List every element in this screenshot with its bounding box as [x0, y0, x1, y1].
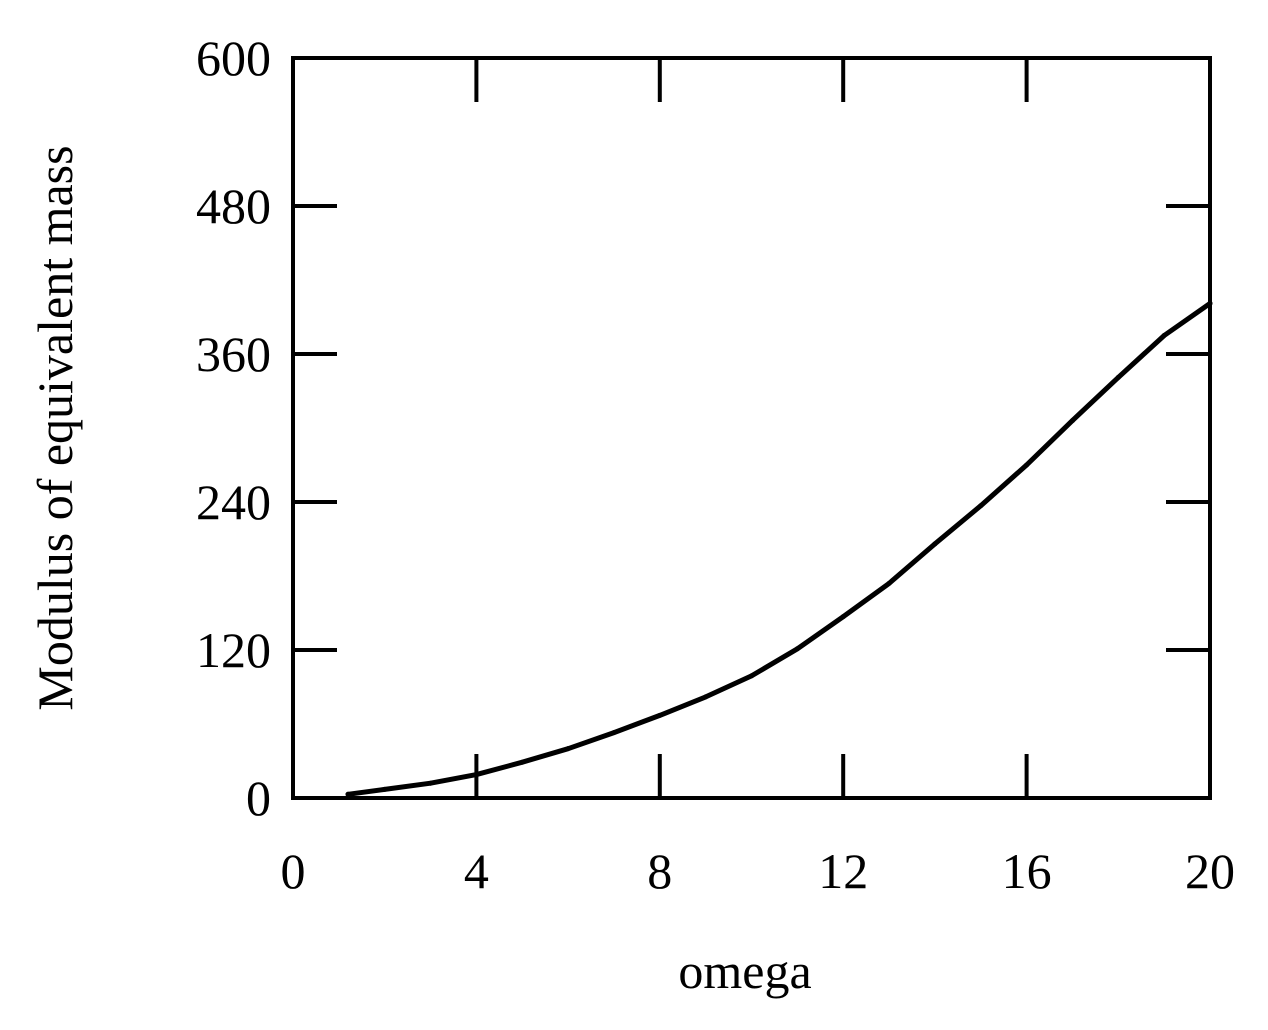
data-point — [345, 791, 351, 797]
y-tick-label: 480 — [196, 178, 271, 234]
y-ticks — [293, 204, 1210, 652]
series-line — [345, 300, 1213, 797]
data-point — [428, 780, 434, 786]
data-point — [932, 541, 938, 547]
data-point — [611, 730, 617, 736]
data-point — [749, 673, 754, 679]
data-point — [382, 786, 388, 792]
y-axis-title: Modulus of equivalent mass — [27, 145, 83, 710]
data-point — [794, 646, 800, 652]
data-point — [978, 503, 984, 509]
x-tick-label: 4 — [464, 843, 489, 899]
data-point — [886, 580, 892, 586]
data-point — [1069, 418, 1075, 424]
plot-frame — [291, 56, 1212, 800]
data-point — [1115, 374, 1121, 380]
data-point — [519, 759, 525, 765]
data-point — [1161, 333, 1167, 338]
x-tick-labels: 0 4 8 12 16 20 — [281, 843, 1236, 899]
data-point — [840, 614, 846, 620]
data-point — [473, 772, 479, 778]
x-tick-label: 0 — [281, 843, 306, 899]
x-tick-label: 20 — [1185, 843, 1235, 899]
y-tick-label: 240 — [196, 474, 271, 530]
y-tick-label: 0 — [246, 770, 271, 826]
data-point — [657, 712, 663, 718]
data-point — [1024, 462, 1030, 468]
data-point — [703, 694, 709, 700]
series-layer — [345, 300, 1213, 797]
y-tick-labels: 0 120 240 360 480 600 — [196, 30, 271, 826]
x-ticks — [474, 58, 1029, 798]
data-point — [1207, 300, 1213, 306]
x-axis-title: omega — [678, 943, 811, 999]
data-point — [565, 746, 571, 752]
x-tick-label: 12 — [818, 843, 868, 899]
y-tick-label: 360 — [196, 326, 271, 382]
x-tick-label: 8 — [647, 843, 672, 899]
y-tick-label: 600 — [196, 30, 271, 86]
x-tick-label: 16 — [1002, 843, 1052, 899]
y-tick-label: 120 — [196, 622, 271, 678]
